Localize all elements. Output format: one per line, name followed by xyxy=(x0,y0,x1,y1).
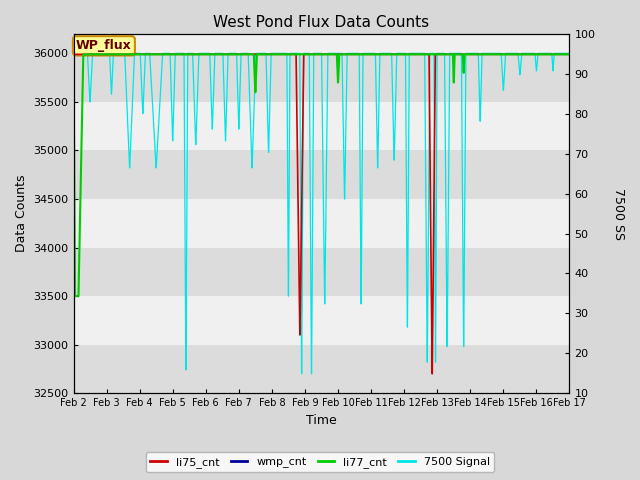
Legend: li75_cnt, wmp_cnt, li77_cnt, 7500 Signal: li75_cnt, wmp_cnt, li77_cnt, 7500 Signal xyxy=(146,452,494,472)
Y-axis label: Data Counts: Data Counts xyxy=(15,175,28,252)
Text: WP_flux: WP_flux xyxy=(76,39,132,52)
Bar xyxy=(74,53,570,102)
Y-axis label: 7500 SS: 7500 SS xyxy=(612,188,625,240)
Bar xyxy=(74,345,570,393)
Bar xyxy=(74,150,570,199)
Bar xyxy=(74,248,570,296)
X-axis label: Time: Time xyxy=(306,414,337,427)
Title: West Pond Flux Data Counts: West Pond Flux Data Counts xyxy=(214,15,429,30)
